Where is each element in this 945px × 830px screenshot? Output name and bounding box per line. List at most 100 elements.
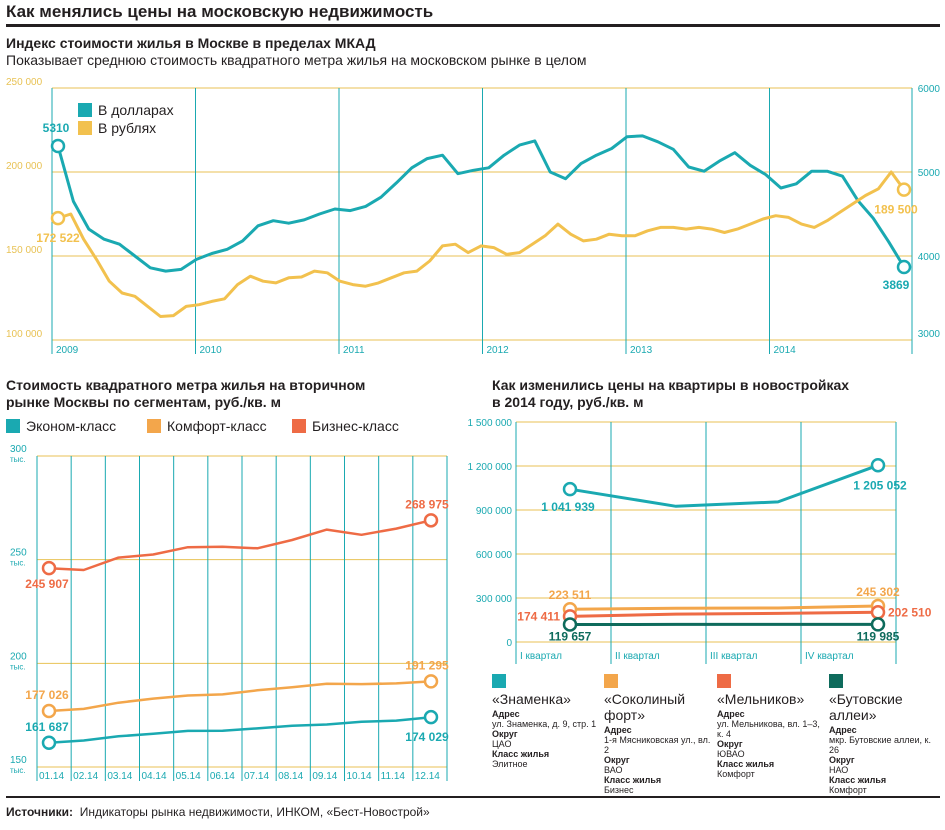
end-value-label: 202 510: [888, 605, 932, 619]
legend-item-usd: В долларах: [78, 102, 174, 118]
y-tick-unit: тыс.: [10, 559, 26, 568]
end-marker: [423, 709, 439, 725]
x-tick-label: II квартал: [615, 651, 660, 662]
x-tick-label: 06.14: [210, 771, 235, 782]
legend-item-comfort: Комфорт-класс: [147, 418, 267, 434]
y-tick-label: 0: [506, 638, 512, 649]
legend-label-rub: В рублях: [98, 120, 157, 136]
x-tick-label: 04.14: [142, 771, 167, 782]
legend-swatch-business: [292, 419, 306, 433]
y-tick-label: 1 200 000: [468, 462, 513, 473]
footer-rule: [6, 796, 940, 798]
series-line-комфорт-класс: [48, 680, 432, 713]
y-tick-label: 300: [10, 444, 27, 455]
card-class: Комфорт: [829, 785, 867, 795]
start-value-label: 119 657: [549, 629, 592, 643]
card-class-label: Класс жилья: [829, 775, 887, 785]
legend-label-usd: В долларах: [98, 102, 174, 118]
legend-label-econom: Эконом-класс: [26, 418, 117, 434]
series-line-бизнес-класс: [48, 519, 432, 572]
legend-swatch-rub: [78, 121, 92, 135]
series-line-знаменка: [569, 463, 879, 508]
card-class: Элитное: [492, 759, 528, 769]
chart1-title: Индекс стоимости жилья в Москве в предел…: [6, 35, 376, 51]
x-tick-label: 11.14: [381, 771, 406, 782]
card-addr-label: Адрес: [717, 709, 745, 719]
card-swatch: [717, 674, 731, 688]
chart1-subtitle: Показывает среднюю стоимость квадратного…: [6, 52, 587, 68]
legend-swatch-comfort: [147, 419, 161, 433]
y-tick-unit: тыс.: [10, 662, 26, 671]
card-okrug-label: Округ: [829, 755, 855, 765]
card-name: «Бутовские аллеи»: [829, 691, 903, 723]
x-tick-label: 2009: [56, 345, 79, 356]
chart2-title-line1: Стоимость квадратного метра жилья на вто…: [6, 377, 366, 393]
chart3-title-line1: Как изменились цены на квартиры в новост…: [492, 377, 850, 393]
y-tick-unit: тыс.: [10, 455, 26, 464]
start-value-label: 1 041 939: [541, 500, 595, 514]
x-tick-label: I квартал: [520, 651, 562, 662]
series-line-мельников: [569, 610, 879, 618]
x-tick-label: 2011: [343, 345, 365, 356]
series-line-эконом-класс: [48, 715, 432, 745]
end-marker: [870, 617, 886, 632]
card-addr: ул. Знаменка, д. 9, стр. 1: [492, 719, 597, 729]
card-okrug: ЦАО: [492, 739, 512, 749]
y-tick-label: 1 500 000: [468, 418, 513, 429]
start-value-label: 5310: [43, 121, 70, 135]
y-tick-label: 200: [10, 651, 27, 662]
series-line-в-рублях: [57, 170, 906, 318]
y-tick-label: 900 000: [476, 506, 513, 517]
end-value-label: 3869: [883, 278, 910, 292]
y-right-tick-label: 5000: [918, 168, 941, 179]
card-class: Бизнес: [604, 785, 634, 795]
card-okrug: ЮВАО: [717, 749, 745, 759]
y-right-tick-label: 6000: [918, 84, 941, 95]
x-tick-label: 01.14: [39, 771, 64, 782]
card-addr-label: Адрес: [492, 709, 520, 719]
legend-item-rub: В рублях: [78, 120, 156, 136]
end-value-label: 191 295: [405, 658, 449, 672]
start-value-label: 174 411: [517, 609, 560, 623]
x-tick-label: 2013: [630, 345, 653, 356]
x-tick-label: 07.14: [244, 771, 269, 782]
card-okrug-label: Округ: [717, 739, 743, 749]
y-left-tick-label: 250 000: [6, 77, 43, 88]
end-marker: [896, 259, 912, 275]
card-addr-label: Адрес: [604, 725, 632, 735]
y-right-tick-label: 3000: [918, 329, 941, 340]
start-value-label: 223 511: [549, 588, 592, 602]
x-tick-label: 2014: [774, 345, 797, 356]
card-class-label: Класс жилья: [717, 759, 775, 769]
start-marker: [41, 735, 57, 751]
legend-swatch-econom: [6, 419, 20, 433]
end-value-label: 119 985: [857, 629, 900, 643]
card-addr: мкр. Бутовские аллеи, к. 26: [829, 735, 931, 755]
x-tick-label: 05.14: [176, 771, 201, 782]
card-class-label: Класс жилья: [492, 749, 550, 759]
x-tick-label: III квартал: [710, 651, 758, 662]
card-okrug: НАО: [829, 765, 849, 775]
series-line-в-долларах: [56, 134, 906, 273]
end-marker: [870, 458, 886, 473]
x-tick-label: 2010: [200, 345, 223, 356]
y-tick-label: 300 000: [476, 594, 513, 605]
card-name: «Мельников»: [717, 691, 805, 707]
card-addr: 1-я Мясниковская ул., вл. 2: [604, 735, 711, 755]
sources-label: Источники:: [6, 805, 74, 819]
legend-item-econom: Эконом-класс: [6, 418, 116, 434]
card-addr: ул. Мельникова, вл. 1–3, к. 4: [717, 719, 820, 739]
title-rule: [6, 24, 940, 27]
card-class: Комфорт: [717, 769, 755, 779]
project-card-melnikov: «Мельников» Адрес ул. Мельникова, вл. 1–…: [717, 674, 827, 779]
y-tick-label: 250: [10, 548, 27, 559]
chart3-title-line2: в 2014 году, руб./кв. м: [492, 394, 644, 410]
end-value-label: 189 500: [874, 203, 918, 217]
end-value-label: 245 302: [856, 585, 900, 599]
card-okrug-label: Округ: [604, 755, 630, 765]
x-tick-label: 12.14: [415, 771, 440, 782]
x-tick-label: 02.14: [73, 771, 98, 782]
legend-swatch-usd: [78, 103, 92, 117]
start-marker: [41, 560, 57, 576]
